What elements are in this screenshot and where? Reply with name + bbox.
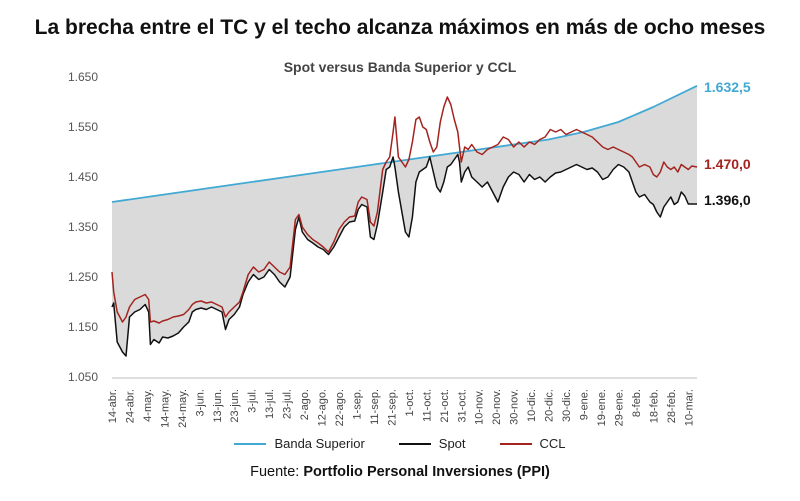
- x-tick-label: 31-oct.: [456, 389, 468, 423]
- source-note: Fuente: Portfolio Personal Inversiones (…: [0, 464, 800, 480]
- ccl-line: [111, 96, 698, 324]
- x-tick-label: 21-sep.: [386, 389, 398, 426]
- y-tick-label: 1.550: [68, 120, 98, 134]
- source-label: Fuente:: [250, 464, 300, 480]
- end-label: 1.396,0: [704, 192, 751, 208]
- x-tick-label: 29-ene.: [613, 389, 625, 426]
- x-tick-label: 13-jun.: [212, 389, 224, 423]
- x-tick-label: 11-sep.: [369, 389, 381, 425]
- x-tick-label: 11-oct.: [421, 389, 433, 422]
- legend-swatch-banda: [234, 442, 267, 445]
- x-tick-label: 8-feb.: [631, 389, 643, 417]
- x-tick-label: 14-abr.: [107, 389, 119, 423]
- x-tick-label: 3-jul.: [247, 389, 259, 413]
- legend-label-banda: Banda Superior: [274, 436, 365, 451]
- x-tick-label: 9-ene.: [578, 389, 590, 420]
- x-tick-label: 1-oct.: [404, 389, 416, 417]
- x-tick-label: 10-nov.: [474, 389, 486, 425]
- x-tick-label: 20-nov.: [491, 389, 503, 425]
- x-tick-label: 4-may.: [142, 389, 154, 422]
- banda-superior-line: [111, 84, 698, 203]
- y-tick-label: 1.050: [68, 370, 98, 384]
- spot-line: [111, 153, 697, 357]
- x-tick-label: 14-may.: [159, 389, 171, 428]
- x-tick-label: 28-feb.: [666, 389, 678, 423]
- x-tick-label: 20-dic.: [544, 389, 556, 422]
- x-tick-label: 1-sep.: [351, 389, 363, 420]
- x-tick-label: 13-jul.: [264, 389, 276, 419]
- x-tick-label: 10-dic.: [526, 389, 538, 422]
- legend-item-ccl: CCL: [499, 436, 566, 451]
- y-tick-label: 1.150: [68, 320, 98, 334]
- y-tick-label: 1.450: [68, 170, 98, 184]
- chart-title: La brecha entre el TC y el techo alcanza…: [34, 16, 766, 39]
- source-value: Portfolio Personal Inversiones (PPI): [303, 464, 550, 480]
- x-tick-label: 30-dic.: [561, 389, 573, 422]
- y-tick-label: 1.350: [68, 220, 98, 234]
- legend-label-spot: Spot: [438, 436, 466, 451]
- x-tick-label: 3-jun.: [194, 389, 206, 417]
- chart-subtitle: Spot versus Banda Superior y CCL: [283, 59, 517, 75]
- x-tick-label: 19-ene.: [596, 389, 608, 426]
- x-tick-label: 21-oct.: [439, 389, 451, 423]
- end-label: 1.632,5: [704, 79, 751, 95]
- legend-swatch-ccl: [499, 442, 532, 445]
- legend-swatch-spot: [398, 442, 431, 445]
- y-tick-label: 1.250: [68, 270, 98, 284]
- x-tick-label: 2-ago.: [299, 389, 311, 420]
- x-tick-label: 18-feb.: [648, 389, 660, 423]
- x-tick-label: 22-ago.: [334, 389, 346, 426]
- legend-item-spot: Spot: [398, 436, 466, 451]
- chart-legend: Banda Superior Spot CCL: [0, 436, 800, 451]
- x-tick-label: 24-may.: [177, 389, 189, 428]
- end-label: 1.470,0: [704, 156, 751, 172]
- x-tick-label: 10-mar.: [683, 389, 695, 426]
- legend-item-banda: Banda Superior: [234, 436, 365, 451]
- x-tick-label: 12-ago.: [317, 389, 329, 426]
- legend-label-ccl: CCL: [539, 436, 566, 451]
- gap-area: [112, 85, 697, 357]
- x-tick-label: 24-abr.: [124, 389, 136, 423]
- x-tick-label: 23-jul.: [282, 389, 294, 419]
- y-tick-label: 1.650: [68, 70, 98, 84]
- x-tick-label: 30-nov.: [509, 389, 521, 425]
- x-tick-label: 23-jun.: [229, 389, 241, 423]
